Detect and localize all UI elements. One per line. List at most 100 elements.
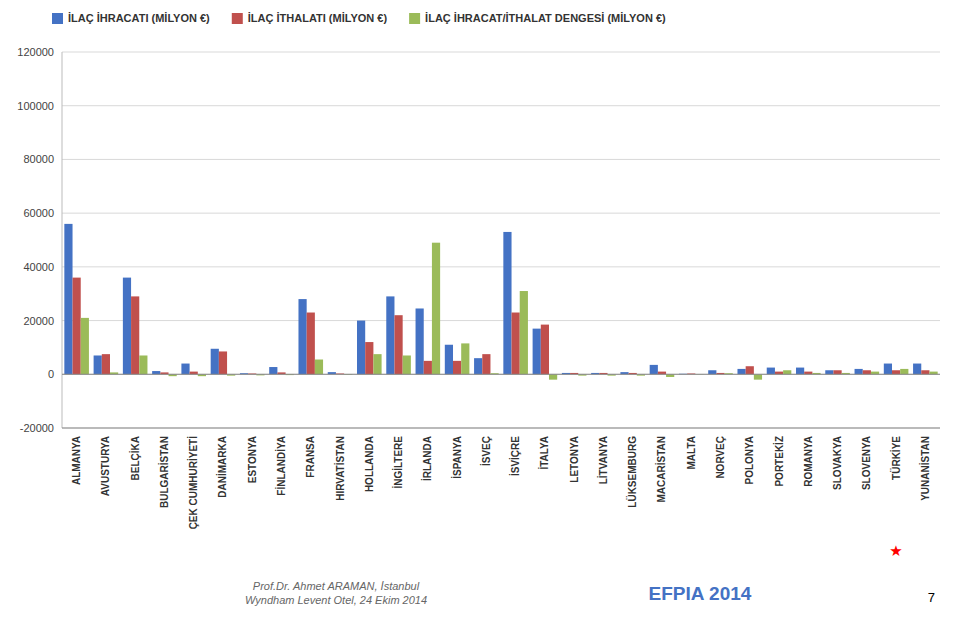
y-tick-label: 40000	[23, 261, 54, 273]
zero-line	[62, 374, 940, 375]
bar	[357, 321, 365, 375]
bar	[181, 364, 189, 375]
x-tick-label: POLONYA	[744, 436, 755, 485]
bar	[424, 361, 432, 374]
x-tick-label: HIRVATİSTAN	[334, 436, 346, 501]
bar	[512, 313, 520, 375]
legend-swatch	[232, 13, 243, 24]
x-tick-label: MACARİSTAN	[655, 436, 667, 502]
y-tick-label: 60000	[23, 207, 54, 219]
bar	[102, 354, 110, 374]
bar	[746, 366, 754, 374]
x-tick-label: İSVİÇRE	[509, 436, 521, 476]
bar	[365, 342, 373, 374]
legend-swatch	[52, 13, 63, 24]
x-tick-label: İTALYA	[538, 436, 550, 470]
y-tick-label: 120000	[17, 46, 54, 58]
grid-line	[62, 159, 940, 160]
bar	[767, 368, 775, 375]
bar	[900, 369, 908, 374]
bar	[892, 370, 900, 374]
annotations: ★ Prof.Dr. Ahmet ARAMAN, İstanbulWyndham …	[245, 542, 935, 606]
x-tick-label: İNGİLTERE	[392, 436, 404, 489]
bar	[394, 315, 402, 374]
bar	[315, 360, 323, 375]
bar	[307, 313, 315, 375]
bar	[833, 370, 841, 374]
x-tick-label: ROMANYA	[803, 436, 814, 487]
bar	[386, 296, 394, 374]
grid-line	[62, 428, 940, 429]
x-tick-label: AVUSTURYA	[100, 436, 111, 496]
bars	[64, 224, 937, 380]
x-tick-label: İSPANYA	[451, 436, 463, 479]
x-tick-label: FRANSA	[305, 436, 316, 478]
grid-line	[62, 320, 940, 321]
x-tick-label: ÇEK CUMHURİYETİ	[187, 436, 199, 530]
grid-line	[62, 52, 940, 53]
bar	[474, 358, 482, 374]
y-tick-label: -20000	[20, 422, 54, 434]
x-tick-label: SLOVENYA	[861, 436, 872, 490]
bar	[123, 278, 131, 375]
annotation-line: Prof.Dr. Ahmet ARAMAN, İstanbul	[253, 580, 420, 592]
x-tick-label: YUNANİSTAN	[919, 436, 931, 501]
bar	[445, 345, 453, 375]
x-tick-label: NORVEÇ	[715, 436, 726, 479]
y-tick-label: 0	[48, 368, 54, 380]
x-tick-label: ALMANYA	[71, 436, 82, 485]
bar	[453, 361, 461, 374]
bar	[403, 355, 411, 374]
bar	[131, 296, 139, 374]
x-tick-label: LÜKSEMBURG	[626, 436, 638, 508]
x-tick-label: FİNLANDİYA	[275, 436, 287, 496]
bar	[373, 354, 381, 374]
bar	[737, 369, 745, 374]
legend: İLAÇ İHRACATI (MİLYON €) İLAÇ İTHALATI (M…	[52, 12, 666, 24]
bar	[520, 291, 528, 374]
x-tick-label: BULGARİSTAN	[158, 436, 170, 508]
annotation: Prof.Dr. Ahmet ARAMAN, İstanbulWyndham L…	[245, 580, 427, 606]
x-tick-label: İSVEÇ	[480, 436, 492, 466]
bar	[825, 370, 833, 374]
bar	[708, 370, 716, 374]
bar	[64, 224, 72, 374]
annotation: ★	[889, 542, 902, 559]
bar	[432, 243, 440, 375]
series	[73, 278, 930, 375]
bar	[855, 369, 863, 374]
bar	[211, 349, 219, 375]
bar	[416, 308, 424, 374]
bar	[913, 364, 921, 375]
x-tick-label: SLOVAKYA	[832, 436, 843, 490]
legend-label: İLAÇ İTHALATI (MİLYON €)	[248, 12, 388, 24]
x-tick-label: MALTA	[686, 436, 697, 470]
bar	[796, 368, 804, 375]
bar	[863, 370, 871, 374]
y-tick-label: 80000	[23, 153, 54, 165]
bar	[73, 278, 81, 375]
bar	[298, 299, 306, 374]
bar	[650, 365, 658, 374]
annotation: 7	[928, 590, 935, 605]
x-tick-label: DANİMARKA	[216, 436, 228, 498]
grid-line	[62, 374, 940, 375]
bar	[269, 367, 277, 374]
series	[81, 243, 938, 380]
chart: -20000020000400006000080000100000120000A…	[0, 0, 960, 626]
bar	[884, 364, 892, 375]
bar	[219, 351, 227, 374]
grid-line	[62, 213, 940, 214]
legend-label: İLAÇ İHRACATI (MİLYON €)	[68, 12, 210, 24]
x-tick-label: ESTONYA	[247, 436, 258, 483]
bar	[94, 355, 102, 374]
bar	[921, 370, 929, 374]
x-tick-labels: ALMANYAAVUSTURYABELÇİKABULGARİSTANÇEK CU…	[71, 436, 931, 530]
bar	[139, 355, 147, 374]
bar	[783, 370, 791, 374]
x-tick-label: İRLANDA	[421, 436, 433, 481]
bar	[81, 318, 89, 374]
bar	[503, 232, 511, 374]
legend-swatch	[409, 13, 420, 24]
bar	[533, 329, 541, 375]
